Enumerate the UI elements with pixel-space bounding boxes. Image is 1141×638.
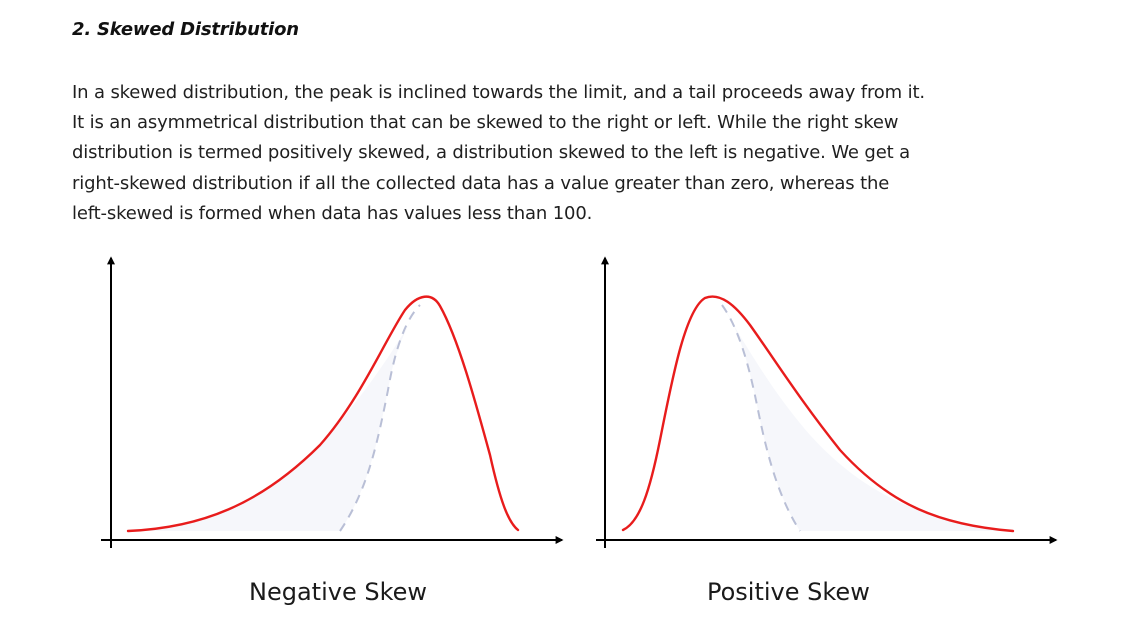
- paragraph-line: distribution is termed positively skewed…: [72, 142, 910, 164]
- negative-skew-caption: Negative Skew: [249, 578, 428, 606]
- section-title: 2. Skewed Distribution: [72, 19, 299, 40]
- paragraph-line: It is an asymmetrical distribution that …: [72, 112, 899, 134]
- negative-skew-curve: [126, 295, 520, 533]
- section-paragraph: In a skewed distribution, the peak is in…: [72, 78, 1062, 229]
- paragraph-line: In a skewed distribution, the peak is in…: [72, 82, 925, 103]
- positive-skew-panel: [596, 256, 1058, 548]
- negative-skew-reference-curve: [339, 304, 421, 532]
- positive-skew-shaded-area: [722, 305, 1013, 531]
- negative-skew-panel: [101, 256, 564, 548]
- paragraph-line: left-skewed is formed when data has valu…: [72, 202, 593, 224]
- paragraph-line: right-skewed distribution if all the col…: [72, 172, 890, 194]
- negative-skew-shaded-area: [128, 305, 420, 531]
- positive-skew-caption: Positive Skew: [707, 578, 870, 606]
- positive-skew-curve: [621, 295, 1015, 533]
